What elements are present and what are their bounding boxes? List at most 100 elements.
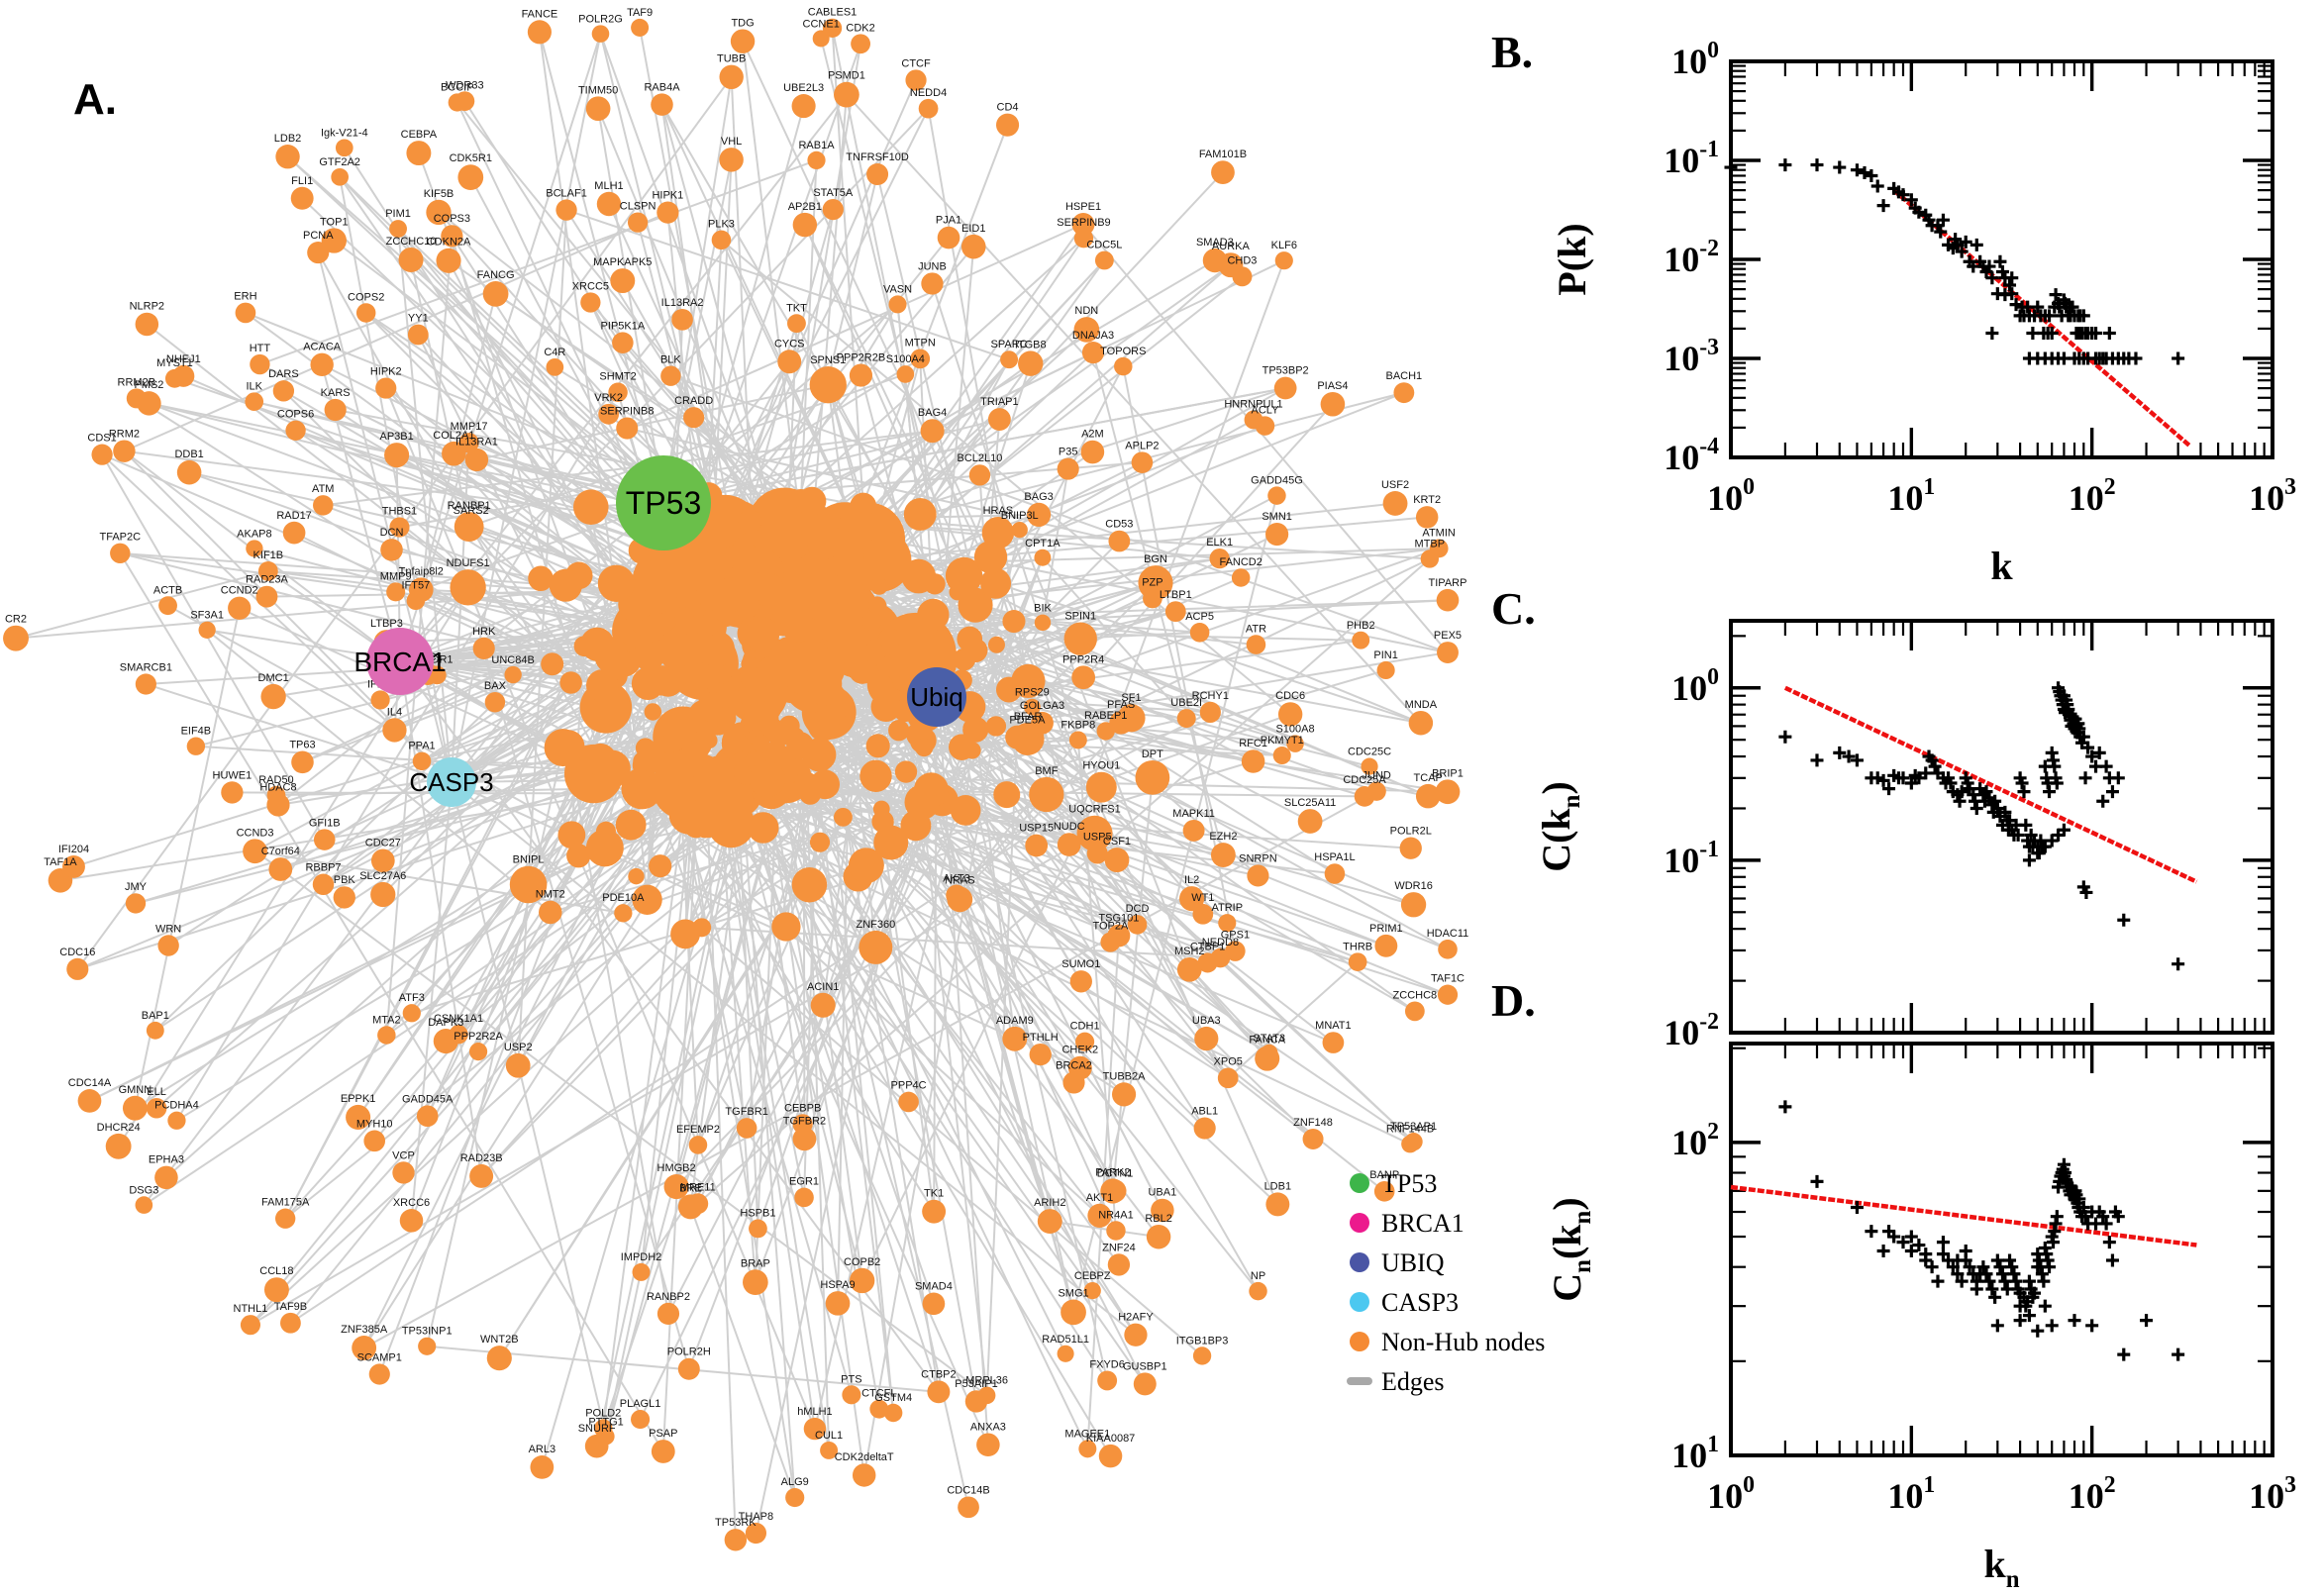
network-node[interactable] [670, 919, 700, 949]
network-node[interactable] [728, 547, 750, 568]
network-node[interactable] [382, 718, 407, 743]
network-node[interactable] [596, 191, 622, 217]
network-node[interactable] [976, 1433, 1000, 1457]
network-node[interactable] [1286, 735, 1304, 752]
network-node[interactable] [1011, 522, 1028, 539]
network-node[interactable] [651, 1440, 675, 1463]
network-node[interactable] [608, 382, 628, 403]
network-node[interactable] [1076, 815, 1113, 851]
network-node[interactable] [370, 881, 396, 908]
network-node[interactable] [541, 652, 564, 676]
network-node[interactable] [172, 364, 195, 387]
network-node[interactable] [711, 230, 732, 250]
network-node[interactable] [1081, 342, 1105, 364]
network-node[interactable] [917, 598, 950, 632]
network-node[interactable] [770, 584, 805, 619]
network-node[interactable] [918, 98, 939, 119]
network-node[interactable] [135, 673, 156, 695]
network-node[interactable] [993, 781, 1021, 809]
network-node[interactable] [657, 768, 680, 792]
network-node[interactable] [807, 150, 826, 170]
network-node[interactable] [167, 1111, 186, 1130]
network-node[interactable] [509, 865, 548, 904]
network-node[interactable] [157, 935, 179, 956]
network-node[interactable] [584, 1434, 609, 1458]
network-node[interactable] [1029, 776, 1064, 813]
network-node[interactable] [66, 957, 89, 980]
network-node[interactable] [1104, 848, 1130, 873]
network-node[interactable] [764, 763, 783, 781]
network-node[interactable] [960, 234, 986, 259]
network-node[interactable] [747, 812, 779, 844]
network-node[interactable] [639, 615, 666, 643]
network-node[interactable] [1399, 837, 1422, 859]
network-node[interactable] [546, 357, 564, 376]
network-node[interactable] [785, 1487, 805, 1508]
network-node[interactable] [585, 669, 619, 702]
network-node[interactable] [913, 772, 949, 808]
network-node[interactable] [945, 556, 983, 595]
network-node[interactable] [580, 292, 601, 313]
network-node[interactable] [113, 440, 136, 462]
network-node[interactable] [1098, 1444, 1123, 1468]
network-node[interactable] [1436, 588, 1460, 612]
network-node[interactable] [370, 690, 390, 710]
network-node[interactable] [730, 29, 756, 53]
network-node[interactable] [822, 18, 843, 39]
hub-node-casp3[interactable] [427, 757, 476, 807]
network-node[interactable] [1437, 984, 1459, 1005]
network-node[interactable] [1131, 451, 1154, 473]
network-node[interactable] [1408, 710, 1434, 736]
network-node[interactable] [1018, 350, 1044, 376]
network-node[interactable] [644, 703, 662, 721]
network-node[interactable] [77, 1089, 102, 1113]
network-node[interactable] [962, 716, 989, 743]
network-node[interactable] [822, 198, 844, 221]
network-node[interactable] [1420, 549, 1440, 568]
network-node[interactable] [834, 81, 859, 108]
network-node[interactable] [186, 737, 206, 755]
network-node[interactable] [1192, 903, 1214, 925]
network-node[interactable] [777, 349, 802, 374]
network-node[interactable] [631, 1410, 651, 1430]
network-node[interactable] [1265, 1192, 1290, 1217]
network-node[interactable] [649, 854, 672, 878]
network-node[interactable] [1107, 924, 1131, 948]
network-node[interactable] [1193, 1117, 1216, 1140]
network-node[interactable] [896, 365, 915, 383]
network-node[interactable] [621, 767, 663, 810]
network-node[interactable] [363, 1130, 386, 1152]
network-node[interactable] [1244, 410, 1263, 430]
network-node[interactable] [844, 570, 864, 591]
network-node[interactable] [275, 145, 300, 169]
network-node[interactable] [1108, 530, 1131, 552]
network-node[interactable] [1255, 1046, 1280, 1071]
network-node[interactable] [1086, 843, 1108, 864]
network-node[interactable] [1023, 698, 1041, 716]
network-node[interactable] [135, 312, 159, 337]
network-node[interactable] [260, 683, 286, 710]
network-node[interactable] [1197, 952, 1218, 973]
network-node[interactable] [614, 904, 633, 923]
network-node[interactable] [402, 1004, 421, 1023]
network-node[interactable] [1080, 440, 1105, 464]
network-node[interactable] [695, 773, 754, 832]
network-node[interactable] [799, 783, 822, 805]
network-node[interactable] [457, 164, 484, 190]
network-node[interactable] [3, 625, 29, 651]
network-node[interactable] [257, 560, 278, 581]
network-node[interactable] [137, 391, 161, 416]
network-node[interactable] [1100, 1178, 1126, 1204]
network-node[interactable] [539, 900, 562, 925]
network-node[interactable] [384, 443, 410, 468]
network-node[interactable] [1241, 749, 1265, 773]
network-node[interactable] [228, 596, 252, 620]
network-node[interactable] [1060, 1299, 1086, 1326]
network-node[interactable] [852, 1463, 876, 1487]
network-node[interactable] [627, 212, 649, 233]
network-node[interactable] [903, 498, 937, 531]
network-node[interactable] [1087, 1203, 1112, 1228]
network-node[interactable] [1075, 1032, 1095, 1051]
network-node[interactable] [375, 377, 397, 399]
hub-node-brca1[interactable] [366, 628, 434, 695]
